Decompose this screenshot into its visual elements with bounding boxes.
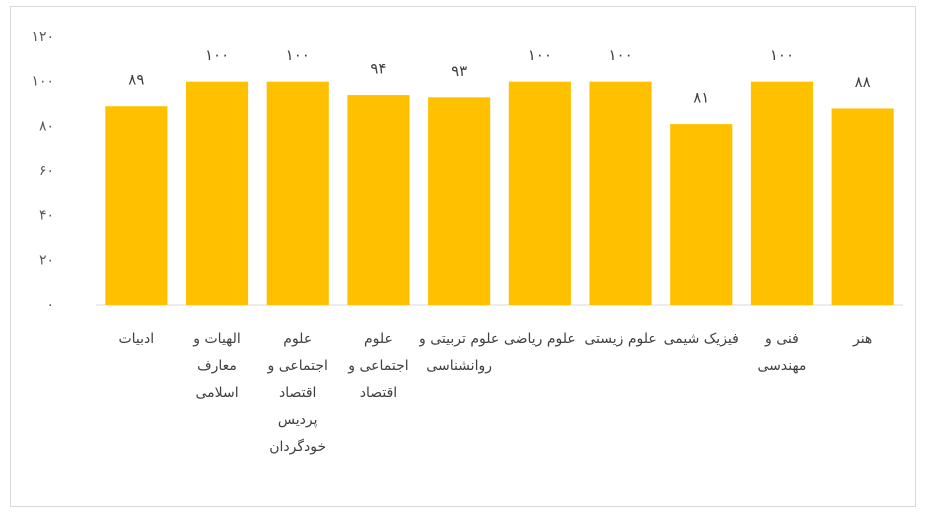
- x-tick-label-box: علوم تربیتی و روانشناسی: [419, 331, 500, 374]
- data-label: ۸۸: [855, 73, 871, 91]
- data-label: ۱۰۰: [770, 46, 794, 64]
- x-tick-label: الهیات و معارف اسلامی: [193, 331, 241, 401]
- x-tick-label: علوم تربیتی و روانشناسی: [419, 331, 500, 374]
- x-tick-label: علوم اجتماعی و اقتصاد پردیس خودگردان: [267, 331, 328, 455]
- data-label: ۱۰۰: [528, 46, 552, 64]
- bar: [105, 106, 168, 305]
- x-tick-label: علوم اجتماعی و اقتصاد: [348, 331, 409, 401]
- y-tick-label: ۱۰۰: [31, 74, 54, 90]
- x-tick-label-box: ادبیات: [118, 331, 155, 347]
- y-tick-label: ۰: [46, 297, 54, 313]
- y-tick-label: ۲۰: [39, 252, 54, 268]
- bar: [508, 81, 571, 306]
- bar: [589, 81, 652, 306]
- x-tick-label: فنی و مهندسی: [757, 331, 807, 374]
- data-label: ۹۴: [370, 60, 386, 78]
- y-tick-label: ۶۰: [39, 163, 54, 179]
- data-label: ۱۰۰: [608, 46, 632, 64]
- x-tick-label-box: فیزیک شیمی: [663, 331, 739, 347]
- x-tick-label: علوم ریاضی: [503, 331, 576, 347]
- bar: [266, 81, 329, 306]
- data-label: ۱۰۰: [286, 46, 310, 64]
- data-label: ۸۱: [693, 89, 709, 107]
- x-tick-label-box: علوم اجتماعی و اقتصاد پردیس خودگردان: [267, 331, 328, 455]
- data-label: ۹۳: [451, 62, 467, 80]
- y-tick-label: ۸۰: [39, 118, 54, 134]
- x-tick-label-box: علوم اجتماعی و اقتصاد: [348, 331, 409, 401]
- bar: [185, 81, 249, 306]
- x-tick-label: هنر: [852, 331, 873, 347]
- x-tick-label-box: علوم ریاضی: [503, 331, 576, 347]
- bar: [750, 81, 814, 306]
- bar: [831, 108, 894, 305]
- x-tick-label-box: فنی و مهندسی: [757, 331, 807, 374]
- y-tick-label: ۱۲۰: [31, 29, 54, 45]
- y-tick-label: ۴۰: [39, 208, 54, 224]
- data-label: ۱۰۰: [205, 46, 229, 64]
- bar: [670, 124, 733, 305]
- x-tick-label: علوم زیستی: [584, 331, 657, 347]
- x-tick-label: فیزیک شیمی: [663, 331, 739, 347]
- bar: [428, 97, 491, 305]
- x-tick-label-box: علوم زیستی: [584, 331, 657, 347]
- x-tick-label: ادبیات: [118, 331, 155, 347]
- data-label: ۸۹: [128, 71, 144, 89]
- bar: [347, 95, 410, 305]
- x-tick-label-box: الهیات و معارف اسلامی: [193, 331, 241, 401]
- x-tick-label-box: هنر: [852, 331, 873, 347]
